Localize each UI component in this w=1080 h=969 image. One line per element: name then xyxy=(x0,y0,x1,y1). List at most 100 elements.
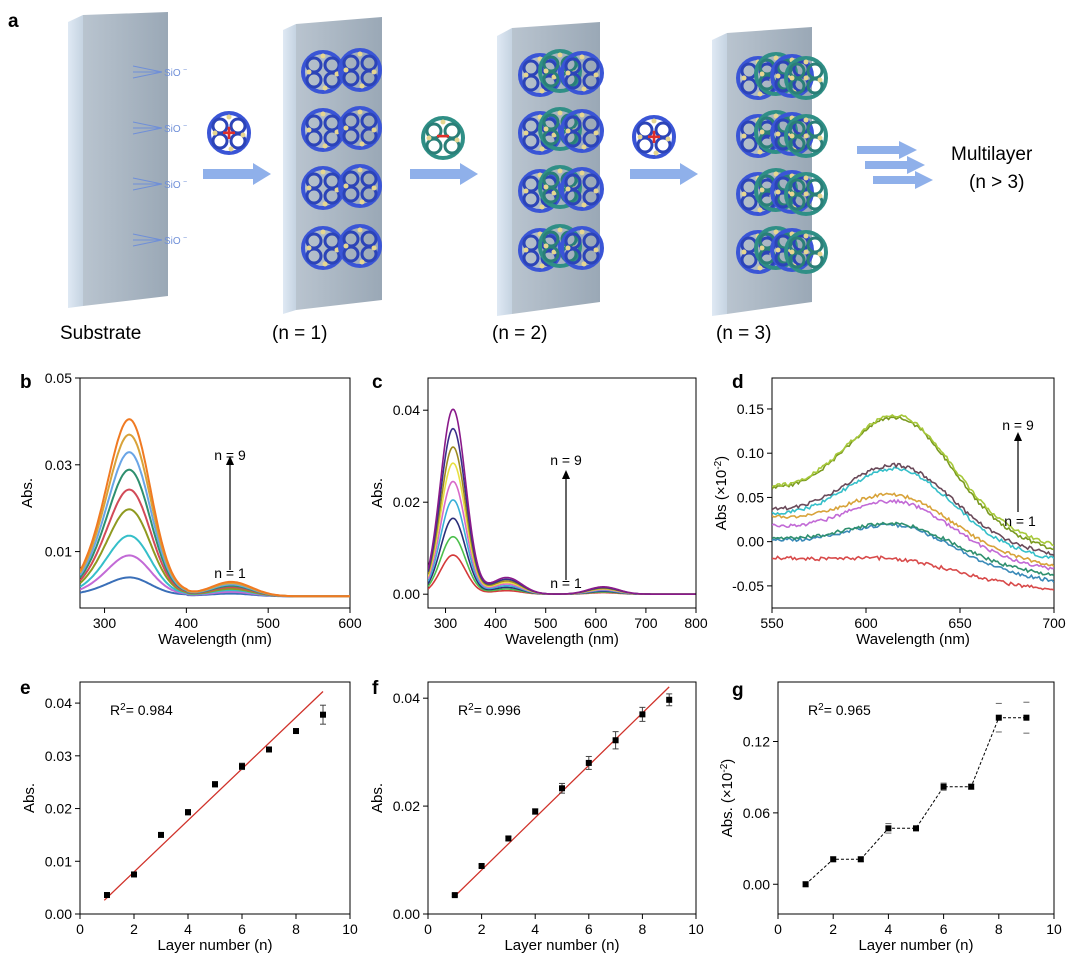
data-point xyxy=(940,783,947,790)
data-point xyxy=(104,892,110,899)
stage-label-n3: (n = 3) xyxy=(716,323,771,344)
x-tick-label: 500 xyxy=(257,615,281,631)
chart-d: d 550 600 650 700 -0.05 0.00 0.05 0.10 0.15 Wavele… xyxy=(713,372,1066,648)
y-tick-label: 0.04 xyxy=(45,695,72,711)
y-tick-label: 0.05 xyxy=(737,489,764,505)
arrow-step3-icon xyxy=(630,163,698,185)
data-point xyxy=(131,871,137,878)
growth-arrow-head xyxy=(562,470,570,479)
substrate-label: Substrate xyxy=(60,323,141,344)
y-tick-label: 0.05 xyxy=(45,370,72,386)
x-tick-label: 700 xyxy=(1042,615,1066,631)
x-tick-label: 8 xyxy=(995,921,1003,937)
data-point xyxy=(639,711,646,718)
data-point xyxy=(239,763,245,770)
data-point xyxy=(451,892,458,899)
y-tick-label: 0.02 xyxy=(45,801,72,817)
series-group-d xyxy=(772,414,1054,591)
y-tick-label: 0.04 xyxy=(393,402,420,418)
y-axis-label: Abs (×10-2) xyxy=(713,456,731,530)
annotation-n-top: n = 9 xyxy=(550,452,582,468)
svg-text:+: + xyxy=(222,120,236,147)
y-tick-label: 0.00 xyxy=(393,906,420,922)
annotation-n-bottom: n = 1 xyxy=(214,565,246,581)
x-tick-label: 0 xyxy=(76,921,84,937)
data-point xyxy=(802,881,809,888)
y-tick-label: 0.00 xyxy=(743,876,770,892)
svg-text:−: − xyxy=(183,179,187,186)
panel-label-b: b xyxy=(20,372,32,393)
panel-label-c: c xyxy=(372,372,383,393)
film-n2 xyxy=(497,22,602,316)
plot-frame-g xyxy=(777,681,1055,915)
x-tick-label: 6 xyxy=(585,921,593,937)
y-tick-label: 0.00 xyxy=(393,586,420,602)
x-tick-label: 6 xyxy=(238,921,246,937)
series-line-n=8 xyxy=(772,415,1054,551)
data-point xyxy=(559,785,565,792)
x-tick-label: 0 xyxy=(424,921,432,937)
chart-c: c 300 400 500 600 700 800 0.00 0.02 0.04 Wavelengt… xyxy=(369,372,708,648)
x-tick-label: 400 xyxy=(175,615,199,631)
series-line-n=4 xyxy=(80,508,350,598)
data-point xyxy=(158,831,164,838)
data-point xyxy=(666,696,673,703)
cation-cage-icon-2: + xyxy=(632,115,676,159)
series-group-c xyxy=(428,408,696,595)
x-tick-label: 2 xyxy=(829,921,837,937)
chart-g: g 0 2 4 6 8 10 0.00 0.06 0.12 Layer number (n) Abs.… xyxy=(719,680,1062,954)
x-tick-label: 300 xyxy=(93,615,117,631)
annotation-n-top: n = 9 xyxy=(214,447,246,463)
series-group-e xyxy=(103,691,326,901)
x-tick-label: 700 xyxy=(634,615,658,631)
series-line-n=9 xyxy=(80,418,350,598)
y-axis-label: Abs. xyxy=(19,478,36,508)
data-point xyxy=(995,714,1002,721)
series-line-n=1 xyxy=(772,555,1054,591)
data-point xyxy=(212,781,218,788)
chart-f: f 0 2 4 6 8 10 0.00 0.02 0.04 Layer number (n) Abs.… xyxy=(369,678,704,954)
data-point xyxy=(885,825,892,832)
r-squared-annotation: R2= 0.996 xyxy=(458,702,521,719)
y-tick-label: 0.06 xyxy=(743,805,770,821)
plot-frame-d xyxy=(771,377,1055,609)
svg-text:−: − xyxy=(183,123,187,130)
data-point xyxy=(585,759,592,766)
annotation-n-bottom: n = 1 xyxy=(1004,513,1036,529)
panel-label-d: d xyxy=(732,372,744,393)
anion-cage-icon: − xyxy=(421,116,465,160)
panel-label-f: f xyxy=(372,678,379,699)
svg-text:+: + xyxy=(647,124,661,151)
y-axis-label: Abs. (×10-2) xyxy=(719,759,737,838)
data-point xyxy=(968,783,975,790)
x-tick-label: 500 xyxy=(534,615,558,631)
data-point xyxy=(913,825,919,832)
y-tick-label: 0.10 xyxy=(737,445,764,461)
y-tick-label: -0.05 xyxy=(732,578,764,594)
x-tick-label: 550 xyxy=(760,615,784,631)
growth-arrow-head xyxy=(1014,432,1022,441)
y-tick-label: 0.00 xyxy=(737,534,764,550)
x-tick-label: 4 xyxy=(531,921,539,937)
x-tick-label: 600 xyxy=(584,615,608,631)
x-tick-label: 10 xyxy=(1046,921,1062,937)
series-line-n=6 xyxy=(772,466,1054,560)
y-tick-label: 0.03 xyxy=(45,457,72,473)
x-tick-label: 600 xyxy=(338,615,362,631)
data-point xyxy=(505,835,512,842)
substrate-plate xyxy=(68,12,168,308)
x-tick-label: 4 xyxy=(885,921,893,937)
x-tick-label: 2 xyxy=(130,921,138,937)
x-tick-label: 600 xyxy=(854,615,878,631)
svg-text:−: − xyxy=(183,235,187,242)
series-line-n=7 xyxy=(772,462,1054,557)
y-tick-label: 0.04 xyxy=(393,690,420,706)
multilayer-condition: (n > 3) xyxy=(969,172,1024,193)
stage-label-n2: (n = 2) xyxy=(492,323,547,344)
film-n1 xyxy=(283,17,382,314)
arrow-step1-icon xyxy=(203,163,271,185)
x-axis-label: Wavelength (nm) xyxy=(158,631,272,648)
svg-text:SiO: SiO xyxy=(164,236,181,247)
x-tick-label: 10 xyxy=(688,921,704,937)
